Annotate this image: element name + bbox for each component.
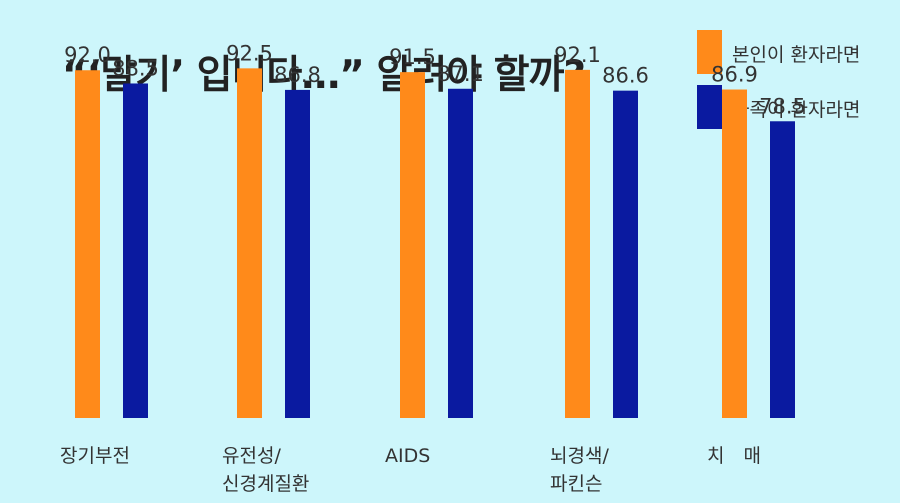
value-label-self-4: 86.9 (711, 63, 758, 87)
value-label-self-2: 91.5 (389, 45, 436, 69)
bar-self-3 (565, 69, 590, 418)
bar-family-1 (285, 89, 310, 419)
bar-self-4 (722, 89, 747, 418)
legend-swatch-self (697, 30, 722, 74)
bar-self-0 (75, 70, 100, 419)
value-label-self-1: 92.5 (226, 41, 273, 65)
category-label-2-0: AIDS (385, 445, 430, 467)
value-label-self-3: 92.1 (554, 43, 601, 67)
value-label-family-2: 87.1 (437, 62, 484, 86)
bar-family-2 (448, 88, 473, 419)
bar-self-1 (237, 68, 262, 418)
bar-family-4 (770, 121, 795, 419)
legend-label-self: 본인이 환자라면 (732, 44, 861, 66)
value-label-self-0: 92.0 (64, 43, 111, 67)
legend-swatch-family (697, 85, 722, 129)
category-label-1-0: 유전성/ (222, 445, 281, 467)
bar-self-2 (400, 72, 425, 418)
chart-title: “‘말기’ 입니다…” 알려야 할까? (62, 53, 586, 98)
bar-family-0 (123, 83, 148, 418)
category-label-0-0: 장기부전 (60, 445, 130, 467)
category-label-4-0: 치 매 (707, 445, 761, 467)
category-label-3-1: 파킨슨 (550, 473, 602, 495)
legend-label-family: 가족이 환자라면 (732, 99, 861, 121)
category-label-3-0: 뇌경색/ (550, 445, 609, 467)
value-label-family-4: 78.5 (759, 94, 806, 118)
bar-family-3 (613, 90, 638, 418)
value-label-family-3: 86.6 (602, 64, 649, 88)
value-label-family-1: 86.8 (274, 63, 321, 87)
value-label-family-0: 88.5 (112, 56, 159, 80)
category-label-1-1: 신경계질환 (222, 473, 309, 495)
